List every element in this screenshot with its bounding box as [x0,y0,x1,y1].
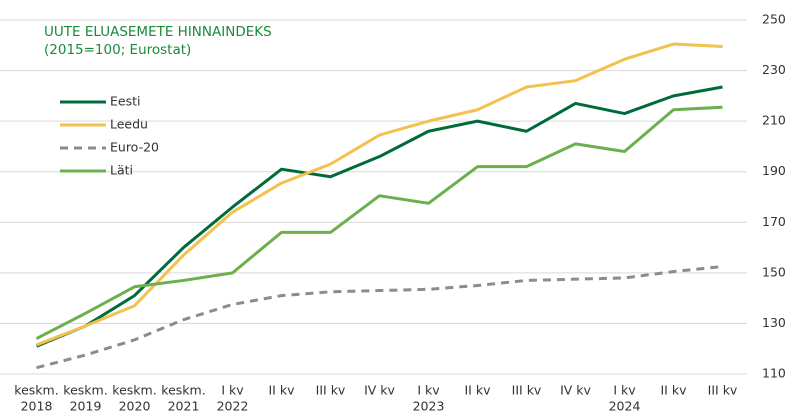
x-tick-label: keskm. [63,383,107,398]
legend-label: Euro-20 [110,140,159,155]
series-line [35,42,723,347]
x-tick-label: IV kv [560,383,591,398]
x-tick-label: keskm. [14,383,58,398]
y-tick-label: 130 [762,315,786,330]
x-tick-label: II kv [465,383,492,398]
x-tick-label: III kv [708,383,738,398]
y-tick-label: 250 [762,12,786,27]
series-line [35,85,723,348]
x-tick-label: 2019 [70,399,102,414]
x-tick-label: I kv [221,383,244,398]
chart-title: UUTE ELUASEMETE HINNAINDEKS [44,24,272,40]
x-tick-label: 2023 [413,399,445,414]
y-tick-label: 230 [762,62,786,77]
y-tick-label: 110 [762,366,786,381]
legend-label: Leedu [110,117,148,132]
x-tick-label: keskm. [112,383,156,398]
y-tick-label: 210 [762,113,786,128]
y-tick-label: 150 [762,264,786,279]
y-tick-label: 170 [762,214,786,229]
x-tick-label: III kv [316,383,346,398]
x-tick-label: 2020 [119,399,151,414]
x-tick-label: II kv [269,383,296,398]
x-tick-label: II kv [661,383,688,398]
legend-label: Läti [110,163,133,178]
x-tick-label: 2021 [168,399,200,414]
series-line [35,105,723,340]
y-tick-label: 190 [762,163,786,178]
chart-subtitle: (2015=100; Eurostat) [44,42,191,58]
x-tick-label: 2022 [217,399,249,414]
x-tick-label: 2024 [609,399,641,414]
x-tick-label: I kv [417,383,440,398]
x-tick-label: III kv [512,383,542,398]
x-tick-label: IV kv [364,383,395,398]
series-line [36,265,723,370]
x-tick-label: I kv [613,383,636,398]
legend-label: Eesti [110,94,140,109]
x-tick-label: 2018 [21,399,53,414]
x-tick-label: keskm. [161,383,205,398]
